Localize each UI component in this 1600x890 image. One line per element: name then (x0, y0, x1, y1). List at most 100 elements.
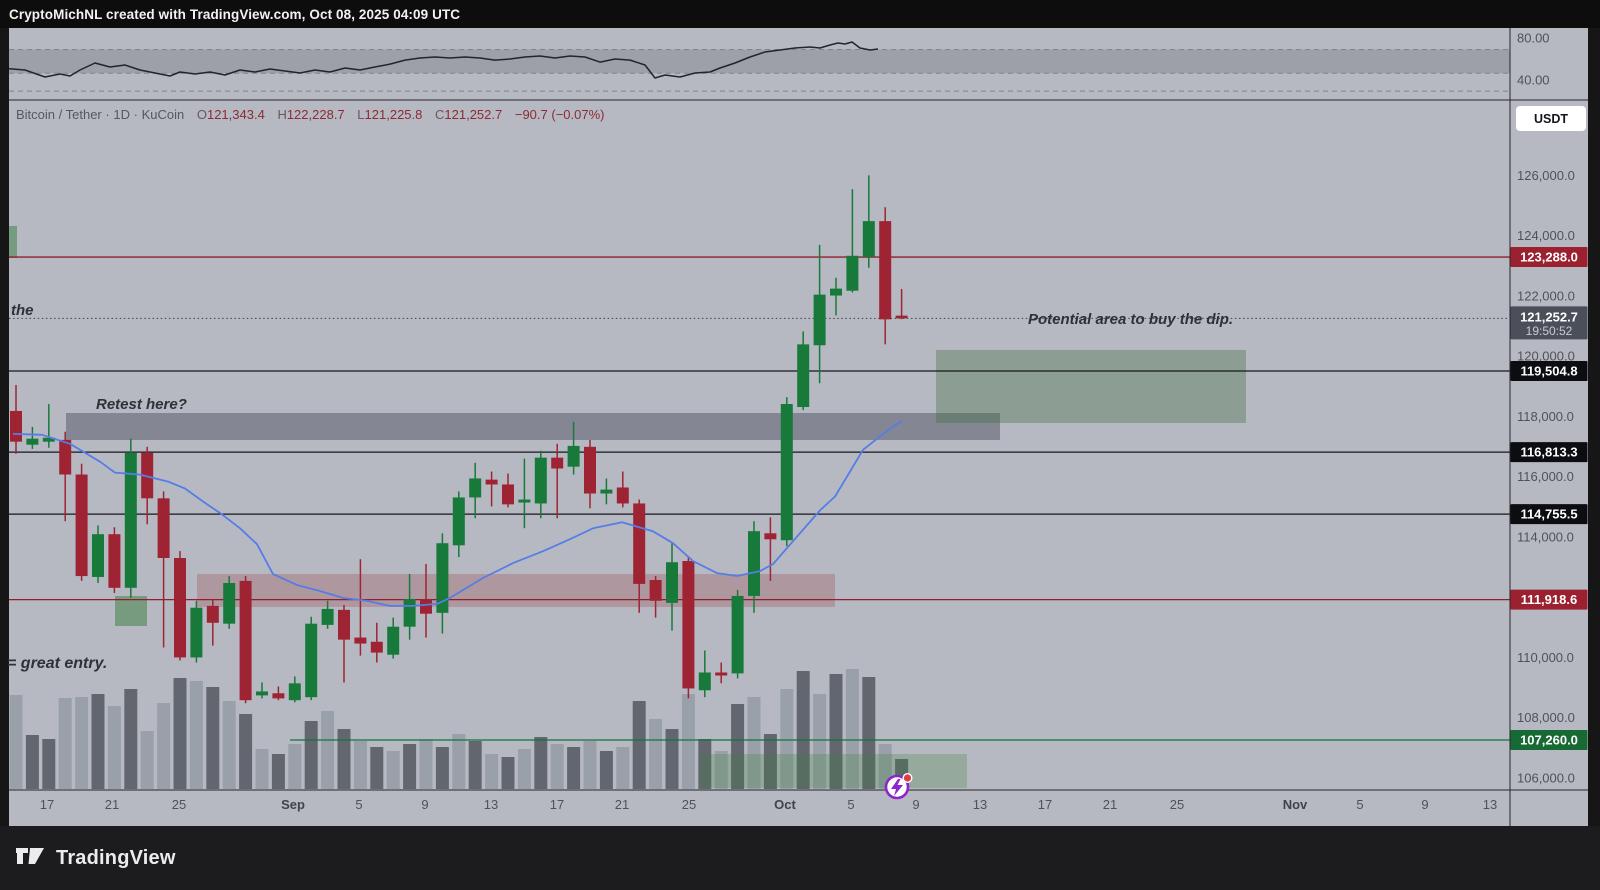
candle (862, 221, 875, 257)
price-badge (1510, 442, 1588, 463)
volume-bar (550, 744, 564, 789)
boost-icon[interactable] (884, 772, 914, 802)
volume-bar (91, 694, 105, 789)
time-tick-label: Nov (1283, 797, 1308, 812)
candle (206, 605, 219, 623)
current-price-badge (1510, 306, 1588, 340)
volume-bar (288, 744, 302, 789)
volume-bar (124, 689, 138, 789)
price-tick-label: 122,000.0 (1517, 288, 1575, 303)
close-label: C (435, 107, 445, 122)
time-tick-label: 9 (421, 797, 428, 812)
volume-bar (255, 749, 269, 789)
candles (10, 175, 908, 704)
candle (354, 637, 367, 644)
candle (338, 609, 350, 640)
tradingview-logo-text[interactable]: TradingView (56, 846, 176, 869)
time-tick-label: 21 (105, 797, 119, 812)
time-tick-label: 13 (484, 797, 498, 812)
volume-bar (796, 671, 810, 789)
volume-bar (829, 674, 843, 789)
time-tick-label: 5 (1356, 797, 1363, 812)
time-tick-label: 17 (40, 797, 54, 812)
candle (272, 693, 285, 699)
interval-label[interactable]: 1D (113, 107, 130, 122)
volume-bar (353, 741, 367, 789)
volume-bar (9, 695, 23, 789)
symbol-info-bar[interactable]: Bitcoin / Tether · 1D · KuCoin O121,343.… (16, 107, 604, 122)
symbol-name[interactable]: Bitcoin / Tether (16, 107, 102, 122)
candle (748, 531, 760, 596)
candle (830, 288, 842, 296)
low-value: 121,225.8 (364, 107, 423, 122)
right-frame-strip (1588, 28, 1600, 826)
candle (92, 534, 104, 577)
volume-bar (780, 689, 794, 789)
candle (288, 683, 301, 701)
volume-bar (435, 747, 449, 789)
small-green-box (115, 596, 147, 626)
candle (649, 579, 662, 601)
volume-bar (189, 681, 203, 789)
price-tick-label: 118,000.0 (1517, 409, 1574, 424)
volume-bars (9, 669, 909, 789)
annotation-great-entry: = great entry. (7, 655, 108, 672)
volume-bar (698, 739, 712, 789)
candle (469, 478, 482, 498)
time-tick-label: 13 (973, 797, 987, 812)
candle (190, 607, 203, 658)
volume-bar (321, 711, 335, 789)
price-badge (1510, 504, 1588, 525)
annotation-the: the (11, 302, 34, 319)
price-tick-label: 110,000.0 (1517, 650, 1574, 665)
retest-zone (66, 413, 1000, 440)
time-tick-label: Oct (774, 797, 796, 812)
current-price-label: 121,252.7 (1520, 309, 1578, 324)
currency-toggle-button[interactable]: USDT (1516, 106, 1586, 131)
volume-bar (140, 731, 154, 789)
volume-bar (222, 701, 236, 789)
volume-bar (485, 754, 499, 789)
volume-bar (337, 729, 351, 789)
price-badge-label: 107,260.0 (1520, 732, 1578, 747)
volume-bar (731, 704, 745, 789)
volume-bar (845, 669, 859, 789)
price-badge (1510, 361, 1588, 382)
candle (436, 543, 449, 613)
volume-bar (157, 703, 171, 789)
candle (370, 641, 383, 653)
time-tick-label: 13 (1483, 797, 1497, 812)
candle (895, 315, 908, 319)
open-label: O (196, 107, 207, 122)
volume-bar (386, 751, 400, 789)
candle (616, 487, 629, 504)
candle (256, 691, 268, 696)
tradingview-logo-icon[interactable] (14, 843, 46, 874)
time-tick-label: 9 (1421, 797, 1428, 812)
candle (321, 608, 334, 625)
buy-dip-zone (936, 350, 1246, 423)
candle (174, 557, 186, 658)
footer-bar: TradingView (0, 826, 1600, 890)
time-tick-label: 9 (912, 797, 919, 812)
candle (731, 595, 744, 674)
volume-bar (271, 754, 285, 789)
rsi-tick-label: 40.00 (1517, 73, 1550, 88)
candle (387, 626, 400, 655)
candle (567, 445, 580, 467)
volume-bar (403, 744, 417, 789)
volume-highlight (700, 754, 967, 788)
candle (239, 580, 252, 701)
volume-bar (25, 735, 39, 789)
price-tick-label: 116,000.0 (1517, 469, 1574, 484)
candle (797, 344, 810, 408)
candle (551, 457, 564, 469)
price-tick-label: 120,000.0 (1517, 349, 1575, 364)
volume-bar (419, 739, 433, 789)
volume-bar (862, 677, 876, 789)
volume-bar (173, 678, 187, 789)
volume-bar (370, 747, 384, 789)
candle (879, 221, 892, 320)
volume-bar (747, 697, 761, 789)
